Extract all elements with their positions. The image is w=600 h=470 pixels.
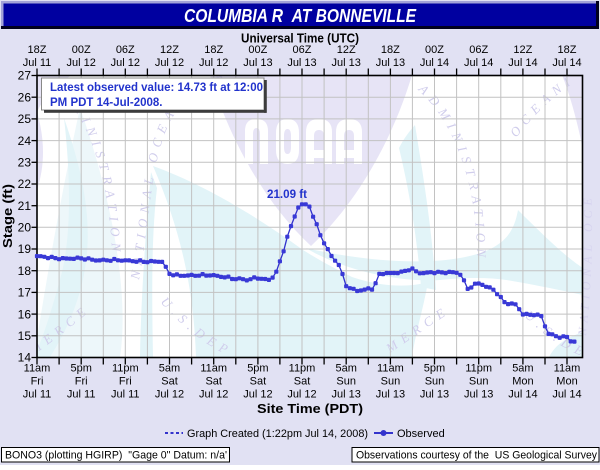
svg-text:Sun: Sun [469, 376, 489, 388]
svg-text:18Z: 18Z [28, 44, 47, 56]
svg-text:Jul 13: Jul 13 [287, 57, 316, 69]
svg-text:19: 19 [18, 242, 32, 256]
svg-text:Jul 11: Jul 11 [111, 389, 140, 401]
svg-text:Jul 12: Jul 12 [243, 389, 272, 401]
svg-text:Fri: Fri [119, 376, 132, 388]
svg-text:Jul 12: Jul 12 [199, 57, 228, 69]
svg-text:Jul 11: Jul 11 [23, 57, 52, 69]
svg-text:5am: 5am [335, 363, 356, 375]
svg-text:5pm: 5pm [247, 363, 268, 375]
svg-text:17: 17 [18, 286, 32, 300]
svg-text:22: 22 [18, 177, 32, 191]
svg-text:Site Time (PDT): Site Time (PDT) [257, 402, 363, 416]
svg-text:Jul 13: Jul 13 [243, 57, 272, 69]
svg-text:Jul 13: Jul 13 [464, 389, 493, 401]
svg-text:20: 20 [18, 221, 32, 235]
svg-text:12Z: 12Z [160, 44, 179, 56]
svg-text:Sat: Sat [205, 376, 222, 388]
svg-text:18: 18 [18, 264, 32, 278]
svg-text:Jul 13: Jul 13 [376, 389, 405, 401]
svg-text:5pm: 5pm [70, 363, 91, 375]
svg-text:5am: 5am [159, 363, 180, 375]
svg-text:Jul 12: Jul 12 [199, 389, 228, 401]
svg-text:14: 14 [18, 351, 32, 365]
svg-text:Jul 14: Jul 14 [420, 57, 449, 69]
svg-text:Sat: Sat [161, 376, 178, 388]
svg-text:18Z: 18Z [381, 44, 400, 56]
svg-text:PM PDT 14-Jul-2008.: PM PDT 14-Jul-2008. [50, 97, 162, 109]
svg-text:Sun: Sun [381, 376, 401, 388]
svg-text:21: 21 [18, 199, 32, 213]
svg-text:12Z: 12Z [337, 44, 356, 56]
svg-text:06Z: 06Z [469, 44, 488, 56]
svg-text:Observations courtesy of the: Observations courtesy of the US Geologic… [356, 450, 597, 462]
svg-text:Jul 11: Jul 11 [23, 389, 52, 401]
svg-text:Observed: Observed [397, 428, 445, 440]
svg-text:Jul 11: Jul 11 [67, 389, 96, 401]
svg-text:Sat: Sat [294, 376, 311, 388]
svg-text:24: 24 [18, 134, 32, 148]
svg-text:23: 23 [18, 156, 32, 170]
svg-text:00Z: 00Z [248, 44, 267, 56]
svg-text:Jul 14: Jul 14 [552, 57, 581, 69]
svg-text:Jul 13: Jul 13 [420, 389, 449, 401]
svg-text:06Z: 06Z [116, 44, 135, 56]
svg-text:11pm: 11pm [289, 363, 316, 375]
svg-text:11pm: 11pm [112, 363, 139, 375]
svg-text:Mon: Mon [556, 376, 577, 388]
svg-text:Jul 12: Jul 12 [67, 57, 96, 69]
svg-text:11am: 11am [554, 363, 581, 375]
svg-text:Fri: Fri [31, 376, 44, 388]
svg-text:27: 27 [18, 69, 32, 83]
svg-text:Jul 13: Jul 13 [332, 57, 361, 69]
svg-text:Stage (ft): Stage (ft) [0, 184, 15, 248]
svg-text:BONO3 (plotting HGIRP) "Gage: BONO3 (plotting HGIRP) "Gage 0" Datum: n… [5, 450, 227, 462]
svg-text:5pm: 5pm [424, 363, 445, 375]
svg-text:11am: 11am [200, 363, 227, 375]
svg-text:11am: 11am [24, 363, 51, 375]
svg-text:Graph Created (1:22pm Jul 14,: Graph Created (1:22pm Jul 14, 2008) [187, 428, 368, 440]
svg-text:18Z: 18Z [204, 44, 223, 56]
svg-text:00Z: 00Z [72, 44, 91, 56]
svg-text:Sun: Sun [336, 376, 356, 388]
svg-text:Jul 13: Jul 13 [376, 57, 405, 69]
svg-text:16: 16 [18, 307, 32, 321]
svg-text:11pm: 11pm [465, 363, 492, 375]
svg-text:21.09 ft: 21.09 ft [267, 189, 307, 201]
svg-text:15: 15 [18, 329, 32, 343]
svg-text:Jul 14: Jul 14 [552, 389, 581, 401]
svg-text:Latest observed value: 14.73 f: Latest observed value: 14.73 ft at 12:00 [50, 82, 263, 94]
svg-text:18Z: 18Z [558, 44, 577, 56]
svg-text:06Z: 06Z [293, 44, 312, 56]
svg-text:Jul 14: Jul 14 [464, 57, 493, 69]
svg-text:Sun: Sun [425, 376, 445, 388]
svg-text:Universal Time (UTC): Universal Time (UTC) [241, 31, 359, 46]
svg-text:25: 25 [18, 112, 32, 126]
svg-text:11am: 11am [377, 363, 404, 375]
svg-text:Mon: Mon [512, 376, 533, 388]
svg-text:Jul 14: Jul 14 [508, 57, 537, 69]
svg-text:00Z: 00Z [425, 44, 444, 56]
svg-text:Jul 12: Jul 12 [155, 57, 184, 69]
svg-text:5am: 5am [512, 363, 533, 375]
svg-text:Jul 12: Jul 12 [155, 389, 184, 401]
svg-text:Jul 12: Jul 12 [287, 389, 316, 401]
svg-text:Jul 14: Jul 14 [508, 389, 537, 401]
svg-text:Jul 12: Jul 12 [111, 57, 140, 69]
svg-text:Jul 13: Jul 13 [332, 389, 361, 401]
svg-text:Sat: Sat [250, 376, 267, 388]
svg-text:12Z: 12Z [513, 44, 532, 56]
svg-text:COLUMBIA R AT BONNEVILLE: COLUMBIA R AT BONNEVILLE [184, 6, 417, 26]
svg-text:26: 26 [18, 90, 32, 104]
svg-text:Fri: Fri [75, 376, 88, 388]
